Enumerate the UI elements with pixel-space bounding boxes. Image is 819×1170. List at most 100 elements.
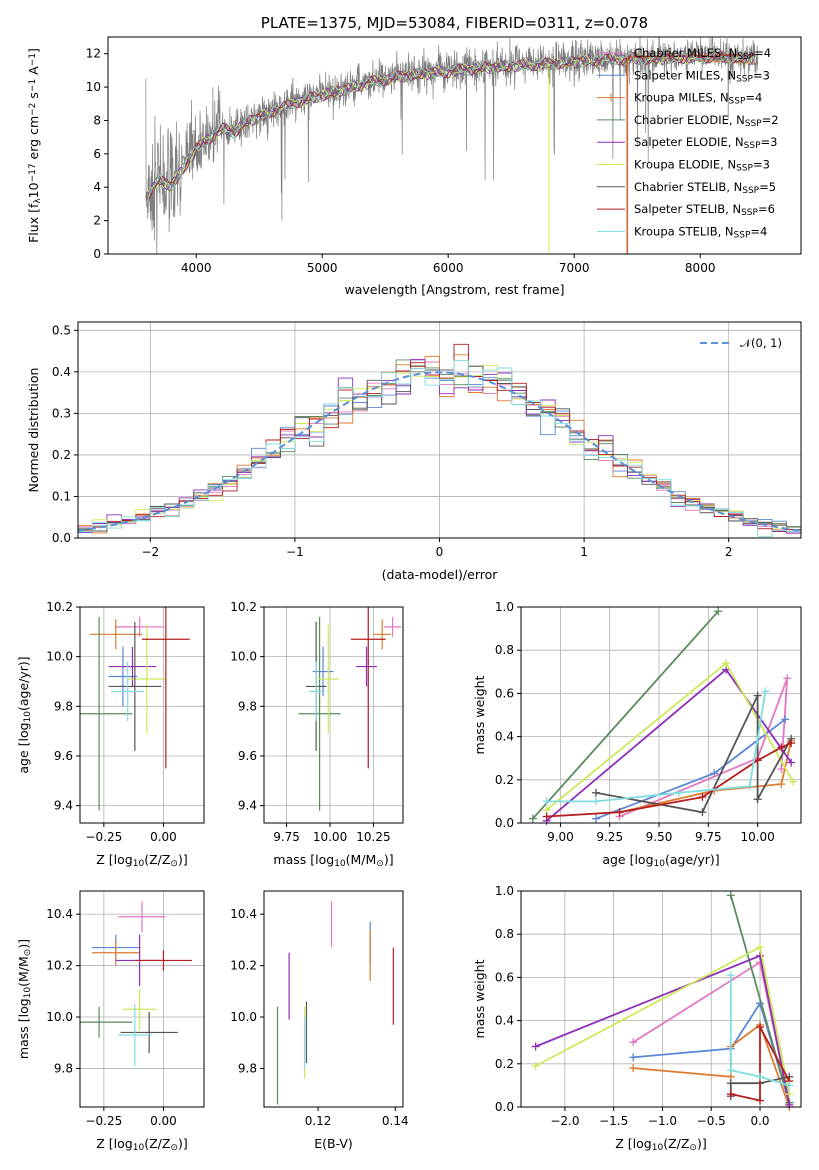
legend-entry-part: Kroupa ELODIE, N — [634, 158, 736, 172]
x-tick-label: −0.25 — [85, 830, 122, 844]
y-tick-label: 0.5 — [52, 323, 71, 337]
y-tick-label: 12 — [86, 47, 101, 61]
weight-vs-Z-xlabel-part: (Z/Z — [663, 1136, 689, 1151]
legend-entry-part: Kroupa STELIB, N — [634, 224, 734, 238]
legend-entry-part: =3 — [753, 68, 770, 82]
x-tick-label: −1.0 — [648, 1114, 677, 1128]
legend-entry-part: =4 — [754, 46, 771, 60]
mass_vs_Z-panel: −0.25 0.009.810.010.210.4Z [log10(Z/Z⊙)]m… — [16, 890, 205, 1153]
residuals-xlabel: (data-model)/error — [382, 567, 499, 582]
weight-vs-age-xlabel-part: 10 — [654, 859, 666, 869]
x-tick-label: 2 — [725, 545, 733, 559]
axes-frame — [263, 606, 404, 824]
legend-entry-part: Chabrier STELIB, N — [634, 180, 742, 194]
y-tick-label: 0.3 — [52, 406, 71, 420]
x-tick-label: 5000 — [307, 261, 338, 275]
y-tick-label: 0 — [93, 247, 101, 261]
mass-vs-Z-xlabel-part: 10 — [133, 1143, 145, 1153]
legend-entry: Chabrier ELODIE, NSSP=2 — [634, 113, 779, 129]
legend-entry-part: SSP — [745, 119, 762, 129]
y-tick-label: 10.4 — [46, 907, 73, 921]
age-vs-Z-xlabel-part: )] — [178, 852, 188, 867]
y-tick-label: 10.0 — [230, 1010, 257, 1024]
x-tick-label: −0.5 — [697, 1114, 726, 1128]
legend-entry-part: SSP — [734, 231, 751, 241]
spectrum-ylabel-part: Flux [f — [26, 203, 41, 243]
weight-vs-Z-xlabel-part: ⊙ — [689, 1143, 697, 1153]
legend-entry-part: SSP — [737, 52, 754, 62]
y-tick-label: 0.2 — [495, 773, 514, 787]
legend-entry-part: Salpeter STELIB, N — [634, 202, 741, 216]
legend-entry-part: =3 — [753, 158, 770, 172]
x-tick-label: 0.00 — [150, 830, 177, 844]
x-tick-label: −2 — [141, 545, 159, 559]
mass-vs-EBV-xlabel: E(B-V) — [314, 1136, 353, 1151]
mass-vs-Z-ylabel-part: mass [log — [16, 998, 31, 1059]
x-tick-label: 0.14 — [382, 1114, 409, 1128]
y-tick-label: 0.0 — [495, 1100, 514, 1114]
legend-entry-part: =2 — [762, 113, 779, 127]
axes-frame — [107, 36, 802, 255]
y-tick-label: 10.2 — [46, 959, 73, 973]
y-tick-label: 0.8 — [495, 927, 514, 941]
legend-entry: Salpeter ELODIE, NSSP=3 — [634, 135, 777, 151]
legend-entry-part: SSP — [742, 186, 759, 196]
y-tick-label: 0.8 — [495, 643, 514, 657]
age-vs-Z-xlabel: Z [log10(Z/Z⊙)] — [96, 852, 187, 869]
legend-entry-part: SSP — [736, 164, 753, 174]
legend-entry-part: =4 — [745, 91, 762, 105]
y-tick-label: 0.4 — [52, 365, 71, 379]
spectrum-ylabel-part: A — [26, 66, 41, 79]
y-tick-label: 10.0 — [46, 1010, 73, 1024]
mass-vs-Z-ylabel-part: 10 — [23, 987, 33, 999]
spectrum-ylabel-part: erg cm — [26, 116, 41, 164]
mass_vs_EBV-panel: 0.12 0.14 9.8 10.0 10.2 10.4 E(B-V) — [230, 890, 409, 1151]
x-tick-label: −2.0 — [550, 1114, 579, 1128]
y-tick-label: 10.4 — [230, 907, 257, 921]
axes-frame — [79, 606, 205, 824]
mass-vs-Z-xlabel-part: (Z/Z — [144, 1136, 170, 1151]
weight_vs_age-panel: 9.00 9.25 9.50 9.75 10.00 0.0 0.2 0.4 0.6 0.8 1.0 a… — [472, 600, 802, 869]
x-tick-label: −1.5 — [599, 1114, 628, 1128]
age-vs-Z-ylabel-part: age [log — [16, 722, 31, 773]
y-tick-label: 1.0 — [495, 884, 514, 898]
y-tick-label: 9.4 — [54, 799, 73, 813]
weight-vs-Z-ylabel: mass weight — [472, 959, 487, 1038]
mass-weight-line — [730, 1026, 791, 1102]
legend-entry: Kroupa STELIB, NSSP=4 — [634, 224, 767, 240]
x-tick-label: 9.75 — [695, 830, 722, 844]
legend-entry-part: Kroupa MILES, N — [634, 91, 729, 105]
residual-histogram — [78, 360, 801, 537]
spectrum-ylabel-part: λ — [33, 198, 43, 204]
x-tick-label: 10.00 — [313, 830, 347, 844]
x-tick-label: 4000 — [181, 261, 212, 275]
residual-histogram — [78, 365, 801, 532]
legend-entry-part: =3 — [761, 135, 778, 149]
spectrum-ylabel-part: −1 — [28, 79, 38, 92]
spectrum-ylabel: Flux [fλ10−17 erg cm−2 s−1 A−1] — [26, 48, 43, 243]
mass-vs-Z-ylabel: mass [log10(M/M⊙)] — [16, 939, 33, 1059]
x-tick-label: 0.0 — [750, 1114, 769, 1128]
weight-vs-age-xlabel-part: (age/yr)] — [665, 852, 720, 867]
weight-vs-Z-xlabel-part: Z [log — [615, 1136, 651, 1151]
mass-weight-line — [729, 895, 791, 1103]
y-tick-label: 9.8 — [238, 699, 257, 713]
model-spectrum-line — [145, 51, 756, 194]
weight-vs-Z-xlabel-part: 10 — [652, 1143, 664, 1153]
normal-curve — [78, 371, 801, 532]
y-tick-label: 10.0 — [230, 650, 257, 664]
mass-vs-Z-ylabel-part: ⊙ — [23, 949, 33, 957]
x-tick-label: 9.00 — [547, 830, 574, 844]
weight-vs-age-xlabel: age [log10(age/yr)] — [602, 852, 719, 869]
y-tick-label: 0.4 — [495, 1014, 514, 1028]
x-tick-label: 8000 — [685, 261, 716, 275]
mass-weight-line — [729, 975, 790, 1087]
y-tick-label: 9.6 — [238, 749, 257, 763]
y-tick-label: 10.2 — [46, 600, 73, 614]
axes-frame — [520, 890, 802, 1108]
y-tick-label: 0.0 — [495, 816, 514, 830]
mass-weight-line — [546, 742, 792, 818]
legend-entry: Chabrier STELIB, NSSP=5 — [634, 180, 776, 196]
y-tick-label: 8 — [93, 113, 101, 127]
y-tick-label: 2 — [93, 214, 101, 228]
